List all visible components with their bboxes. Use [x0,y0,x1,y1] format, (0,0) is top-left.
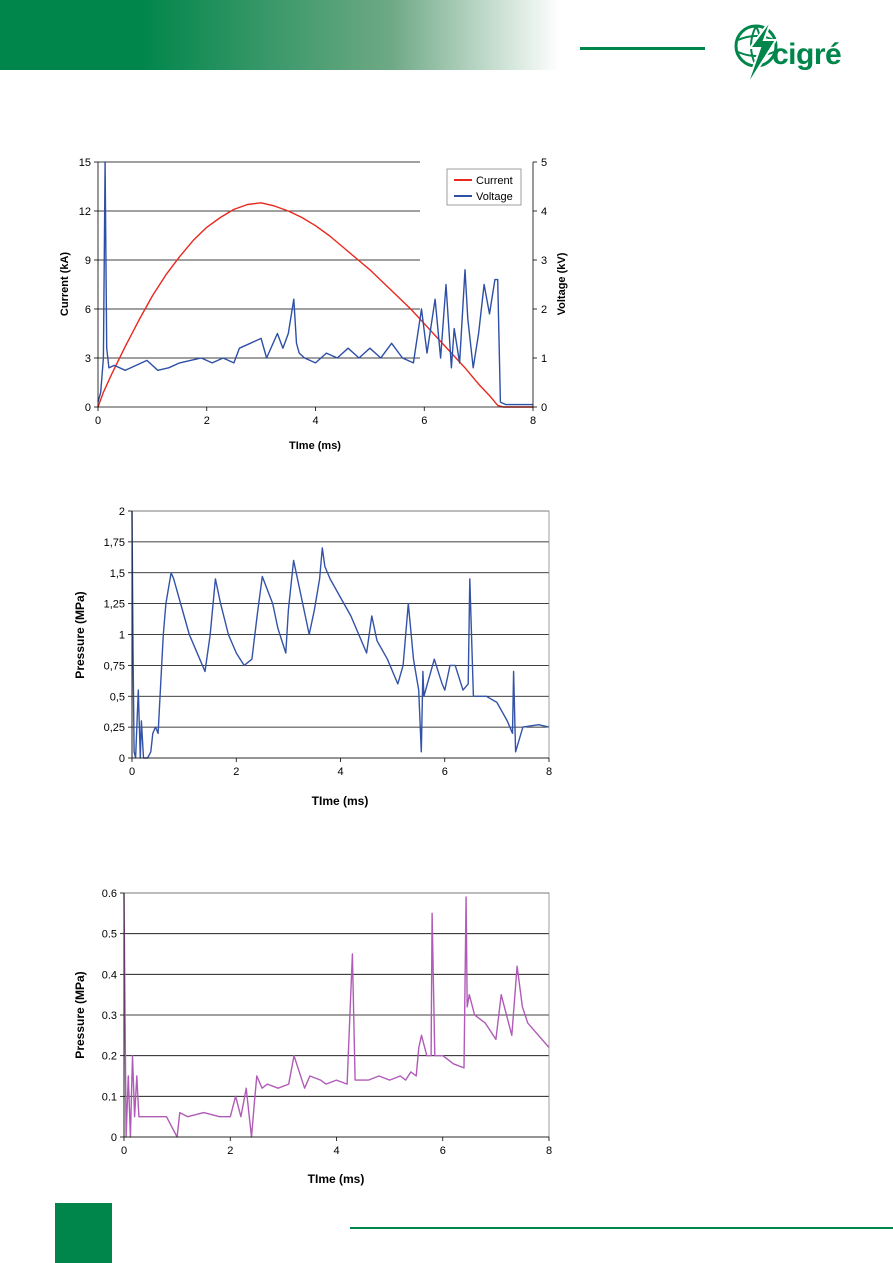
x-tick-label: 0 [129,766,135,778]
chart1-legend: Current Voltage [446,168,522,206]
pressure-series-line [123,892,550,1138]
chart3-series [123,892,550,1138]
y2-tick-label: 0 [541,402,547,414]
x-tick-label: 2 [227,1145,233,1157]
header-band [0,0,560,70]
x-tick-label: 8 [530,415,536,427]
voltage-series-line [97,161,533,406]
y-tick-label: 0.3 [102,1010,117,1022]
y2-tick-label: 1 [541,353,547,365]
footer-box [55,1203,112,1263]
y-tick-label: 0.5 [102,929,117,941]
x-tick-label: 4 [333,1145,339,1157]
y-tick-label: 0 [111,1132,117,1144]
logo-text: cigré [772,38,842,71]
y2-tick-label: 5 [541,157,547,169]
y-tick-label: 0,75 [104,660,125,672]
y-tick-label: 3 [85,353,91,365]
chart1-grid [98,161,420,359]
y-tick-label: 0 [119,753,125,765]
x-tick-label: 8 [546,1145,552,1157]
footer-rule [350,1227,893,1229]
y-tick-label: 12 [79,206,91,218]
y-tick-label: 0,25 [104,722,125,734]
pressure-series-line [131,510,550,759]
current-series-line [97,202,533,408]
chart2-xlabel: TIme (ms) [312,794,369,808]
y-tick-label: 0.6 [102,888,117,900]
x-tick-label: 4 [337,766,343,778]
chart3-ylabel: Pressure (MPa) [73,971,87,1058]
y-tick-label: 0.2 [102,1051,117,1063]
chart2-axes: 0 0,25 0,5 0,75 1 1,25 1,5 1,75 2 0 2 4 6 8 [104,506,552,778]
chart3-xlabel: TIme (ms) [308,1172,365,1186]
chart1-xlabel: TIme (ms) [289,440,341,452]
header-rule [580,47,705,50]
chart1-ylabel: Current (kA) [59,252,71,317]
y2-tick-label: 3 [541,255,547,267]
x-tick-label: 0 [121,1145,127,1157]
y2-tick-label: 4 [541,206,547,218]
chart3-grid [124,892,549,1097]
y-tick-label: 1,75 [104,537,125,549]
y-tick-label: 9 [85,255,91,267]
y-tick-label: 0.1 [102,1091,117,1103]
y-tick-label: 6 [85,304,91,316]
y-tick-label: 0 [85,402,91,414]
x-tick-label: 4 [312,415,318,427]
y2-tick-label: 2 [541,304,547,316]
chart2-ylabel: Pressure (MPa) [73,591,87,678]
y-tick-label: 1,25 [104,599,125,611]
legend-current-label: Current [476,175,513,187]
y-tick-label: 15 [79,157,91,169]
y-tick-label: 1,5 [110,568,125,580]
x-tick-label: 2 [204,415,210,427]
chart2-series [131,510,550,759]
chart1-y2label: Voltage (kV) [556,252,568,315]
chart1-series [97,161,533,408]
legend-voltage-label: Voltage [476,191,513,203]
chart3-axes: 0 0.1 0.2 0.3 0.4 0.5 0.6 0 2 4 6 8 [102,888,552,1157]
x-tick-label: 6 [421,415,427,427]
x-tick-label: 6 [440,1145,446,1157]
x-tick-label: 8 [546,766,552,778]
globe-lightning-icon [734,18,778,89]
x-tick-label: 6 [442,766,448,778]
y-tick-label: 0,5 [110,691,125,703]
y-tick-label: 2 [119,506,125,518]
y-tick-label: 0.4 [102,969,117,981]
y-tick-label: 1 [119,630,125,642]
x-tick-label: 2 [233,766,239,778]
legend-box [446,168,522,206]
x-tick-label: 0 [95,415,101,427]
